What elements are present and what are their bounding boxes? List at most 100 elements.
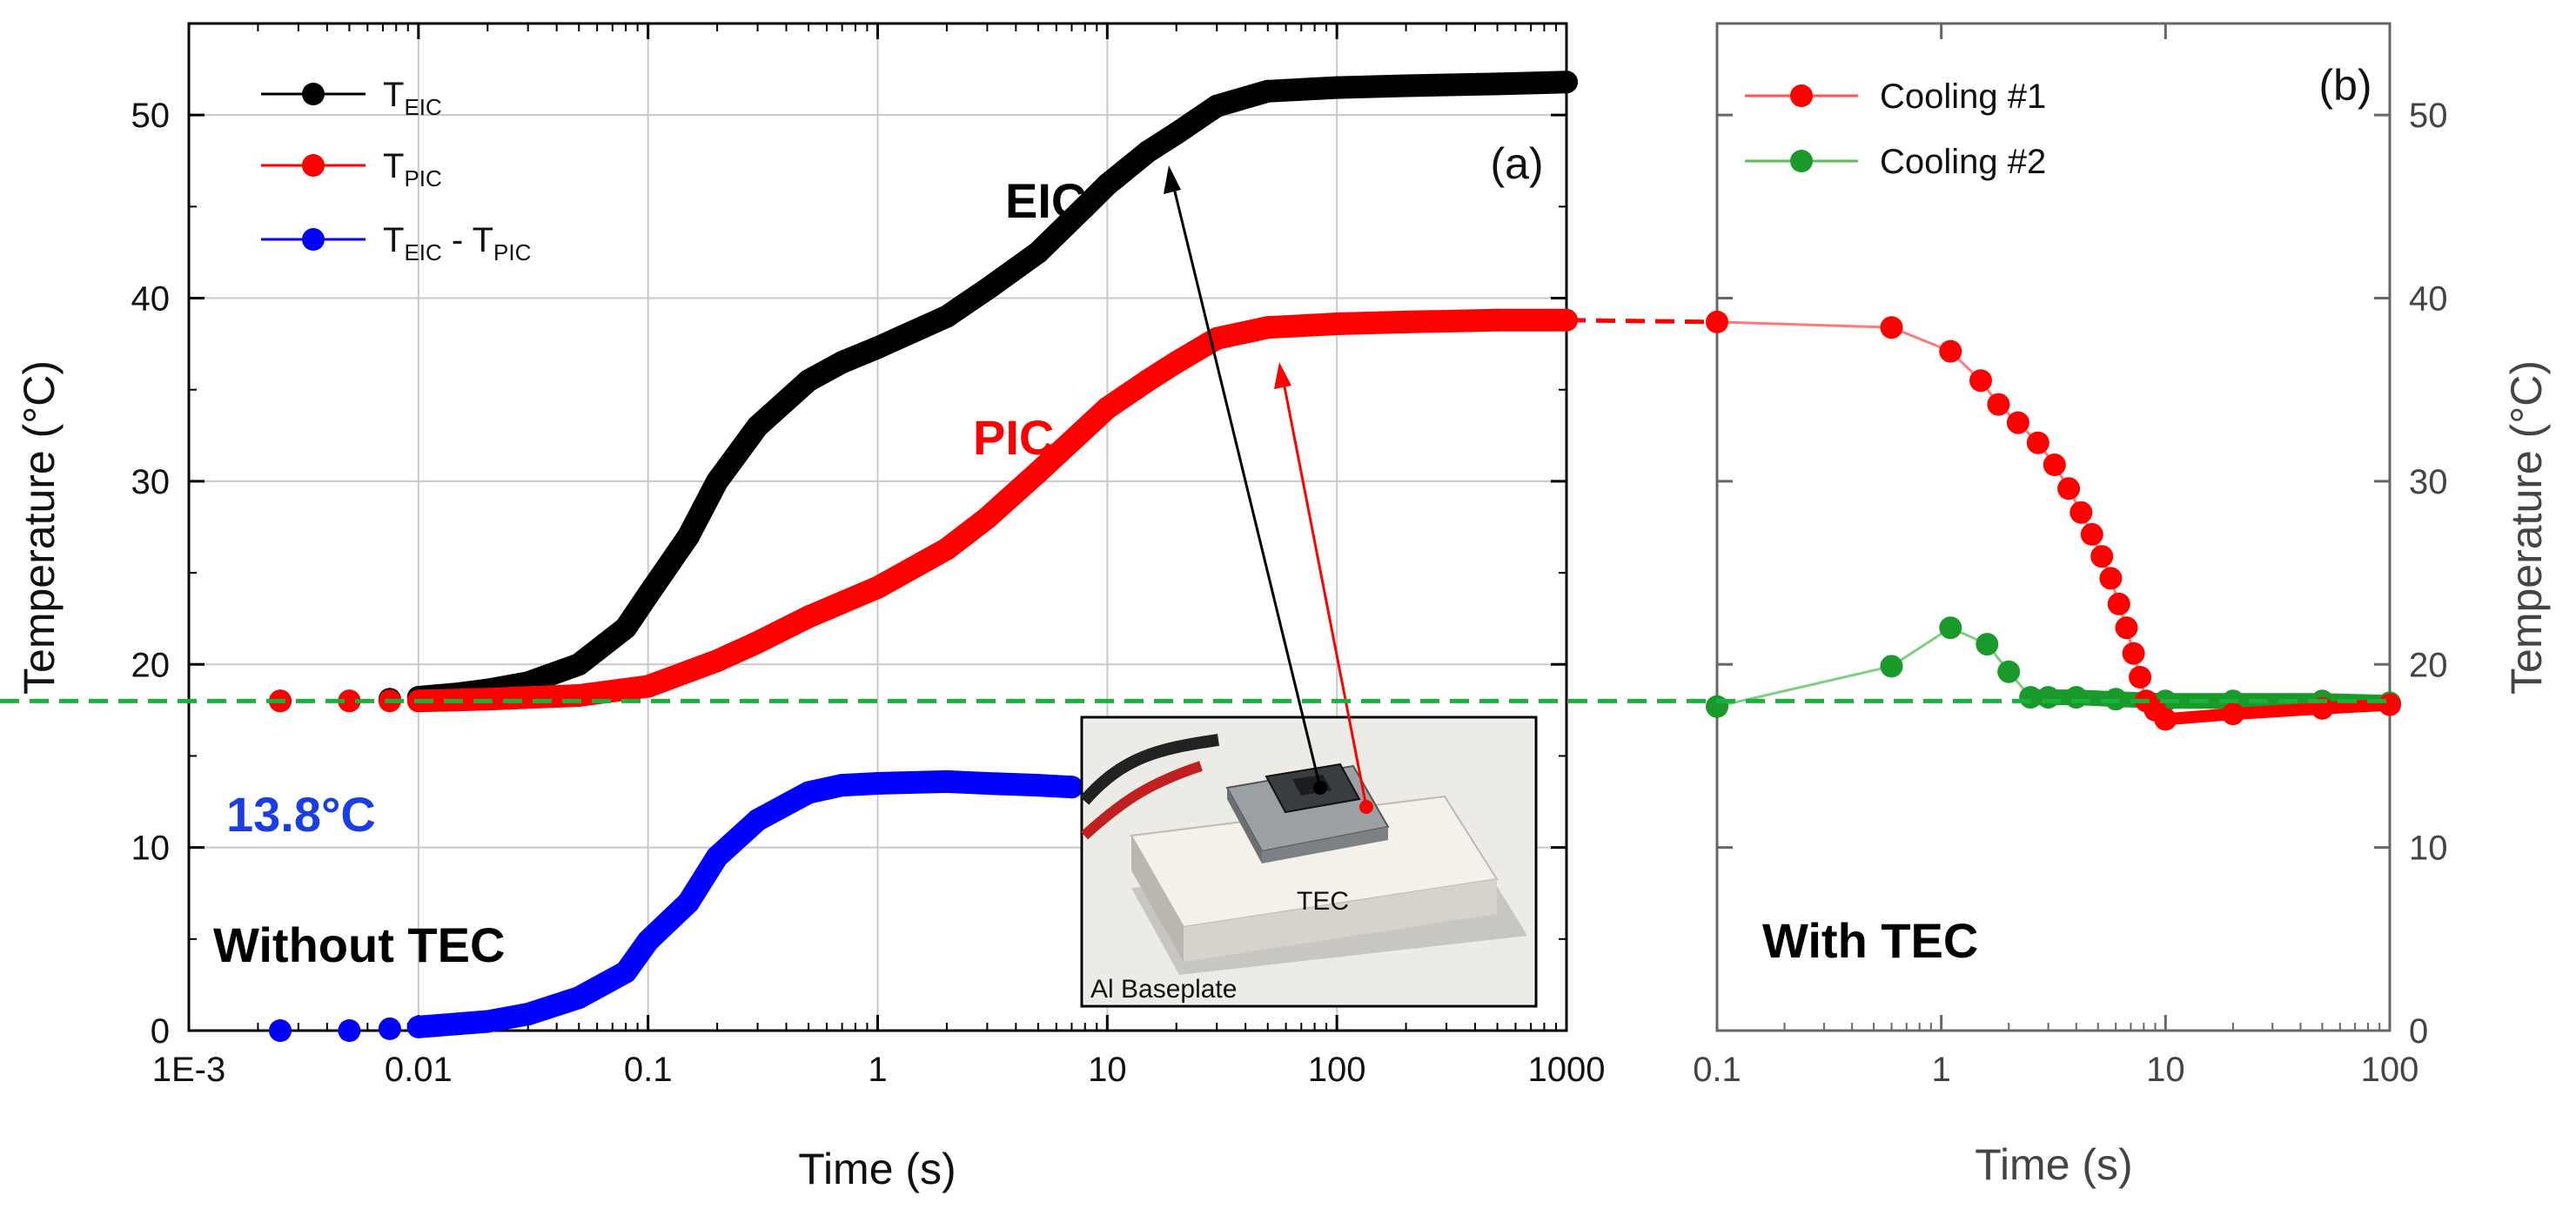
data-point (516, 1003, 540, 1026)
data-point (2026, 431, 2049, 454)
series-0 (269, 71, 1578, 713)
data-point (866, 575, 889, 599)
annotation-without-tec: Without TEC (213, 917, 505, 972)
panel-b-y-axis-title: Temperature (°C) (2502, 360, 2551, 695)
data-point (935, 305, 958, 328)
data-point (1325, 76, 1349, 99)
panel-a-series (269, 71, 1578, 1042)
legend-label-t-pic: TPIC (383, 147, 442, 191)
x-tick-label: 100 (2361, 1051, 2419, 1089)
panel-b-x-tick-labels: 0.1 1 10 100 (1693, 1051, 2418, 1089)
x-tick-label: 10 (2146, 1051, 2185, 1089)
data-point (2070, 501, 2093, 524)
data-point (1969, 369, 1992, 393)
annotation-pic: PIC (973, 410, 1054, 465)
data-point (338, 1019, 361, 1042)
data-point (677, 890, 701, 914)
data-point (1394, 310, 1418, 333)
data-point (1486, 308, 1509, 332)
data-point (706, 649, 729, 673)
legend-marker-t-eic (302, 83, 325, 105)
data-point (567, 986, 591, 1010)
data-point (1073, 195, 1097, 218)
data-point (2057, 477, 2081, 501)
panel-b: 0.1 1 10 100 0 10 20 30 40 50 Time (s) Temperatu… (1693, 22, 2551, 1189)
legend-label-t-eic: TEIC (383, 76, 442, 120)
data-point (1026, 241, 1050, 264)
series-band (406, 769, 1083, 1038)
panel-b-ticks (1715, 24, 2392, 1032)
panel-b-frame (1715, 22, 2392, 1032)
data-point (797, 369, 821, 393)
data-point (2099, 567, 2123, 590)
panel-b-label: (b) (2318, 61, 2371, 110)
data-point (338, 689, 361, 713)
inset-photo: TEC Al Baseplate (1079, 715, 1538, 1008)
inset-label-baseplate: Al Baseplate (1090, 975, 1237, 1004)
data-point (1096, 396, 1119, 420)
data-point (1026, 774, 1050, 797)
data-point (2129, 666, 2152, 689)
arrow-eic-origin (1313, 781, 1327, 795)
legend-marker-cooling-2 (1790, 150, 1813, 172)
panel-b-legend: Cooling #1 Cooling #2 (1745, 77, 2046, 181)
data-point (1325, 312, 1349, 335)
panel-a-x-axis-title: Time (s) (798, 1145, 956, 1193)
data-point (677, 525, 701, 548)
inset-wire-black (1079, 734, 1219, 805)
panel-b-y-tick-labels: 0 10 20 30 40 50 (2409, 97, 2448, 1051)
data-point (1256, 79, 1279, 103)
annotation-with-tec: With TEC (1762, 913, 1978, 968)
panel-a-y-tick-labels: 0 10 20 30 40 50 (131, 97, 171, 1051)
data-point (1555, 71, 1578, 94)
data-point (1256, 316, 1279, 339)
data-point (866, 336, 889, 359)
y-tick-label: 40 (131, 280, 171, 319)
data-point (2080, 522, 2103, 546)
panel-a-legend: TEIC TPIC TEIC - TPIC (261, 76, 531, 265)
inset-tec-side (1131, 836, 1184, 962)
y-tick-label: 0 (2409, 1012, 2428, 1051)
data-point (636, 929, 660, 952)
data-point (866, 772, 889, 795)
data-point (1939, 339, 1962, 363)
series-band (2159, 698, 2396, 726)
data-point (935, 769, 958, 793)
data-point (976, 507, 999, 529)
data-point (1939, 616, 1962, 640)
data-point (2115, 616, 2138, 640)
data-point (746, 809, 769, 832)
data-point (636, 675, 660, 698)
data-point (830, 774, 854, 797)
data-point (378, 1017, 401, 1040)
inset-label-tec: TEC (1297, 887, 1349, 916)
legend-marker-t-diff (302, 228, 325, 251)
x-tick-label: 1000 (1528, 1051, 1606, 1089)
data-point (2122, 642, 2145, 665)
panel-a-x-tick-labels: 1E-3 0.01 0.1 1 10 100 1000 (152, 1051, 1606, 1089)
data-point (2090, 545, 2114, 568)
arrow-pic-head (1274, 362, 1291, 389)
data-point (406, 1015, 430, 1038)
series-1 (269, 308, 1578, 713)
arrow-pic-origin (1359, 800, 1373, 814)
annotation-eic: EIC (1005, 173, 1086, 228)
data-point (976, 278, 999, 300)
panel-a-label: (a) (1490, 139, 1543, 188)
legend-marker-t-pic (302, 154, 325, 177)
data-point (797, 605, 821, 628)
data-point (1026, 460, 1050, 484)
panel-b-x-axis-title: Time (s) (1975, 1140, 2132, 1189)
data-point (1706, 310, 1728, 333)
data-point (567, 653, 591, 676)
legend-label-t-diff: TEIC - TPIC (383, 221, 531, 265)
x-tick-label: 0.1 (1693, 1051, 1741, 1089)
y-tick-label: 10 (131, 830, 171, 868)
x-tick-label: 1E-3 (152, 1051, 226, 1089)
arrow-eic-head (1164, 165, 1181, 194)
data-point (1164, 351, 1188, 374)
inset-tec-front (1184, 879, 1497, 962)
inset-wire-red (1080, 761, 1203, 840)
data-point (2043, 453, 2066, 476)
data-point (935, 537, 958, 561)
